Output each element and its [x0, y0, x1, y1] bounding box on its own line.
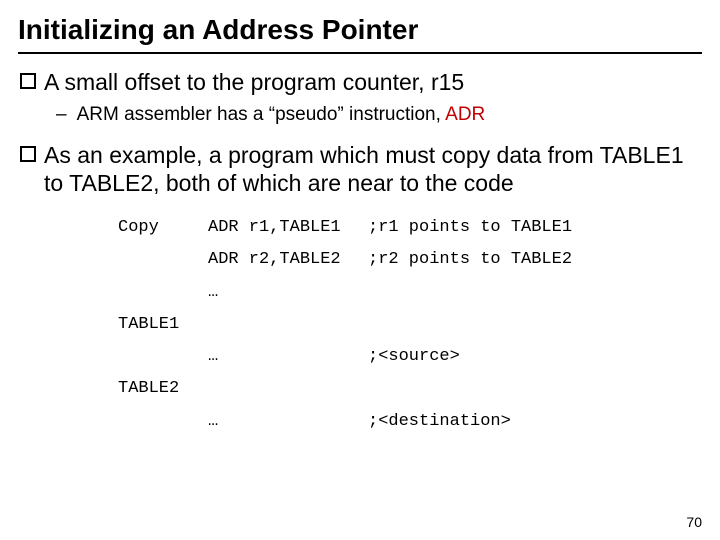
bullet-level1: A small offset to the program counter, r…: [20, 68, 702, 97]
code-instruction: …: [208, 406, 368, 438]
bullet-text: As an example, a program which must copy…: [44, 141, 702, 199]
code-instruction: …: [208, 341, 368, 373]
code-label: TABLE2: [118, 373, 208, 405]
adr-keyword: ADR: [445, 104, 485, 125]
code-comment: ;<destination>: [368, 406, 511, 438]
dash-bullet-icon: –: [56, 103, 67, 127]
code-instruction: …: [208, 277, 368, 309]
code-row: TABLE2: [118, 373, 702, 405]
code-block: Copy ADR r1,TABLE1 ;r1 points to TABLE1 …: [118, 212, 702, 438]
code-label: [118, 341, 208, 373]
code-label: [118, 277, 208, 309]
code-comment: ;r1 points to TABLE1: [368, 212, 572, 244]
code-comment: ;<source>: [368, 341, 460, 373]
code-row: TABLE1: [118, 309, 702, 341]
bullet-level1: As an example, a program which must copy…: [20, 141, 702, 199]
code-instruction: [208, 373, 368, 405]
code-label: Copy: [118, 212, 208, 244]
code-label: [118, 406, 208, 438]
code-label: TABLE1: [118, 309, 208, 341]
code-row: ADR r2,TABLE2 ;r2 points to TABLE2: [118, 244, 702, 276]
code-instruction: [208, 309, 368, 341]
code-row: …: [118, 277, 702, 309]
square-bullet-icon: [20, 73, 36, 89]
bullet-text-pre: ARM assembler has a “pseudo” instruction…: [77, 104, 446, 125]
code-comment: ;r2 points to TABLE2: [368, 244, 572, 276]
code-label: [118, 244, 208, 276]
square-bullet-icon: [20, 146, 36, 162]
code-row: … ;<source>: [118, 341, 702, 373]
code-row: … ;<destination>: [118, 406, 702, 438]
code-instruction: ADR r2,TABLE2: [208, 244, 368, 276]
slide-title: Initializing an Address Pointer: [18, 14, 702, 54]
code-instruction: ADR r1,TABLE1: [208, 212, 368, 244]
code-row: Copy ADR r1,TABLE1 ;r1 points to TABLE1: [118, 212, 702, 244]
bullet-text: ARM assembler has a “pseudo” instruction…: [77, 103, 486, 127]
page-number: 70: [686, 514, 702, 530]
bullet-text: A small offset to the program counter, r…: [44, 68, 464, 97]
bullet-level2: – ARM assembler has a “pseudo” instructi…: [56, 103, 702, 127]
